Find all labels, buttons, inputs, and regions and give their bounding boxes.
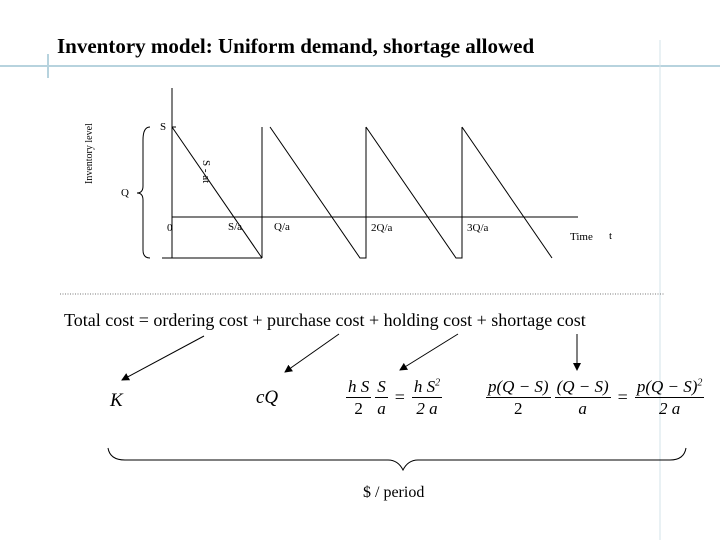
inventory-cycle-1 <box>171 126 263 259</box>
tick-label-q-over-a: Q/a <box>274 221 290 233</box>
tick-label-s-over-a: S/a <box>228 221 243 233</box>
time-label: Time <box>570 231 593 243</box>
arrow-purchase <box>284 333 340 373</box>
inventory-cycle-4 <box>461 126 553 259</box>
tick-label-3q-over-a: 3Q/a <box>467 222 489 234</box>
shortage-fraction-2: (Q − S) a <box>554 377 611 418</box>
period-brace <box>107 447 687 472</box>
purchase-cost-cq: cQ <box>256 387 279 408</box>
shortage-fraction-1: p(Q − S) 2 <box>486 377 551 418</box>
tick-label-2q-over-a: 2Q/a <box>371 222 393 234</box>
t-label: t <box>609 230 613 242</box>
s-label: S <box>160 121 167 133</box>
arrow-holding <box>399 333 459 371</box>
origin-label: 0 <box>167 222 173 234</box>
holding-cost-formula: h S 2 S a = h S2 2 a <box>346 377 443 418</box>
holding-fraction-1: h S 2 <box>346 377 372 418</box>
shortage-equals: = <box>617 387 628 408</box>
inventory-cycle-2 <box>269 126 367 259</box>
total-cost-equation: Total cost = ordering cost + purchase co… <box>64 310 586 330</box>
per-period-label: $ / period <box>363 484 425 501</box>
slide-title: Inventory model: Uniform demand, shortag… <box>57 34 535 58</box>
inventory-cycle-3 <box>365 126 463 259</box>
shortage-fraction-3: p(Q − S)2 2 a <box>634 377 705 418</box>
q-label: Q <box>121 187 129 199</box>
holding-fraction-2: S a <box>375 377 388 418</box>
ordering-cost-k: K <box>110 390 123 411</box>
equation-annotations <box>107 333 687 472</box>
inventory-graph <box>136 88 578 259</box>
shortage-cost-formula: p(Q − S) 2 (Q − S) a = p(Q − S)2 2 a <box>486 377 705 418</box>
holding-equals: = <box>394 387 405 408</box>
q-brace <box>136 126 151 259</box>
arrow-ordering <box>121 335 205 381</box>
holding-fraction-3: h S2 2 a <box>411 377 443 418</box>
